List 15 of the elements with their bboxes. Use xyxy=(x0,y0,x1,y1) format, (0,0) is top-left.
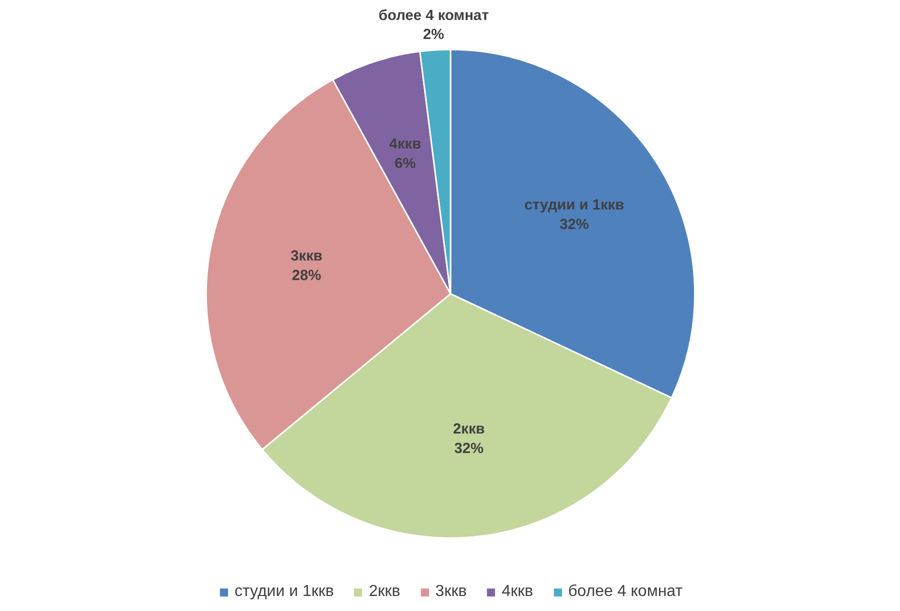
legend-label: 2ккв xyxy=(368,583,400,601)
legend-label: 3ккв xyxy=(435,583,467,601)
data-label: 32% xyxy=(560,216,589,233)
slice-label: 2ккв xyxy=(452,422,485,438)
legend-label: студии и 1ккв xyxy=(234,583,334,601)
data-label: 28% xyxy=(292,268,322,284)
data-label: 2% xyxy=(423,27,444,44)
data-label: 32% xyxy=(454,440,484,457)
data-label: 6% xyxy=(394,156,416,172)
slice-label: 3ккв xyxy=(290,248,322,265)
slice-label: студии и 1ккв xyxy=(524,198,624,214)
slice-label: более 4 комнат xyxy=(378,8,489,24)
legend-label: более 4 комнат xyxy=(568,583,683,601)
slice-label: 4ккв xyxy=(389,136,422,153)
legend-label: 4ккв xyxy=(502,583,534,601)
